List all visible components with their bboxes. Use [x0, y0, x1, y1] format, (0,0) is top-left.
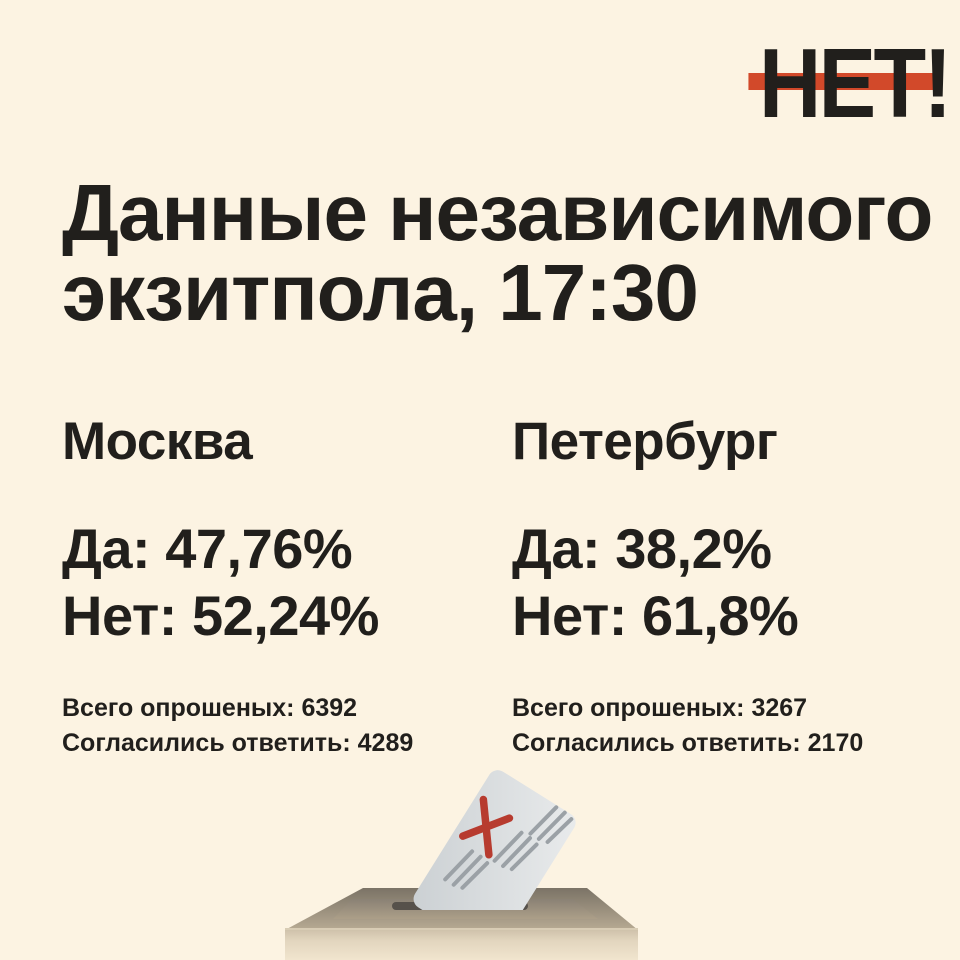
no-result-petersburg: Нет: 61,8%: [512, 584, 799, 647]
city-name-moscow: Москва: [62, 412, 253, 471]
stats-moscow: Всего опрошеных: 6392 Согласились ответи…: [62, 691, 413, 761]
ballot-text-lines: [443, 805, 574, 890]
stats-petersburg: Всего опрошеных: 3267 Согласились ответи…: [512, 691, 863, 761]
net-logo: НЕТ!: [733, 34, 953, 132]
agreed-count-petersburg: Согласились ответить: 2170: [512, 729, 864, 757]
ballot-box-illustration: [285, 770, 638, 960]
page-title-line2: экзитпола, 17:30: [62, 248, 699, 337]
net-logo-text: НЕТ!: [759, 28, 952, 138]
yes-result-petersburg: Да: 38,2%: [512, 517, 772, 580]
ballot-box-front: [285, 930, 638, 960]
yes-result-moscow: Да: 47,76%: [62, 517, 353, 580]
ballot-paper-group: [413, 770, 576, 910]
surveyed-count-petersburg: Всего опрошеных: 3267: [512, 694, 808, 722]
results-petersburg: Да: 38,2% Нет: 61,8%: [512, 515, 799, 649]
page-title: Данные независимого экзитпола, 17:30: [62, 168, 933, 337]
surveyed-count-moscow: Всего опрошеных: 6392: [62, 694, 358, 722]
no-result-moscow: Нет: 52,24%: [62, 584, 379, 647]
city-name-petersburg: Петербург: [512, 412, 778, 471]
red-strikethrough-bar-icon: [748, 73, 938, 90]
agreed-count-moscow: Согласились ответить: 4289: [62, 729, 414, 757]
results-moscow: Да: 47,76% Нет: 52,24%: [62, 515, 379, 649]
page-title-line1: Данные независимого: [62, 168, 933, 257]
ballot-x-mark-icon: [459, 795, 514, 859]
